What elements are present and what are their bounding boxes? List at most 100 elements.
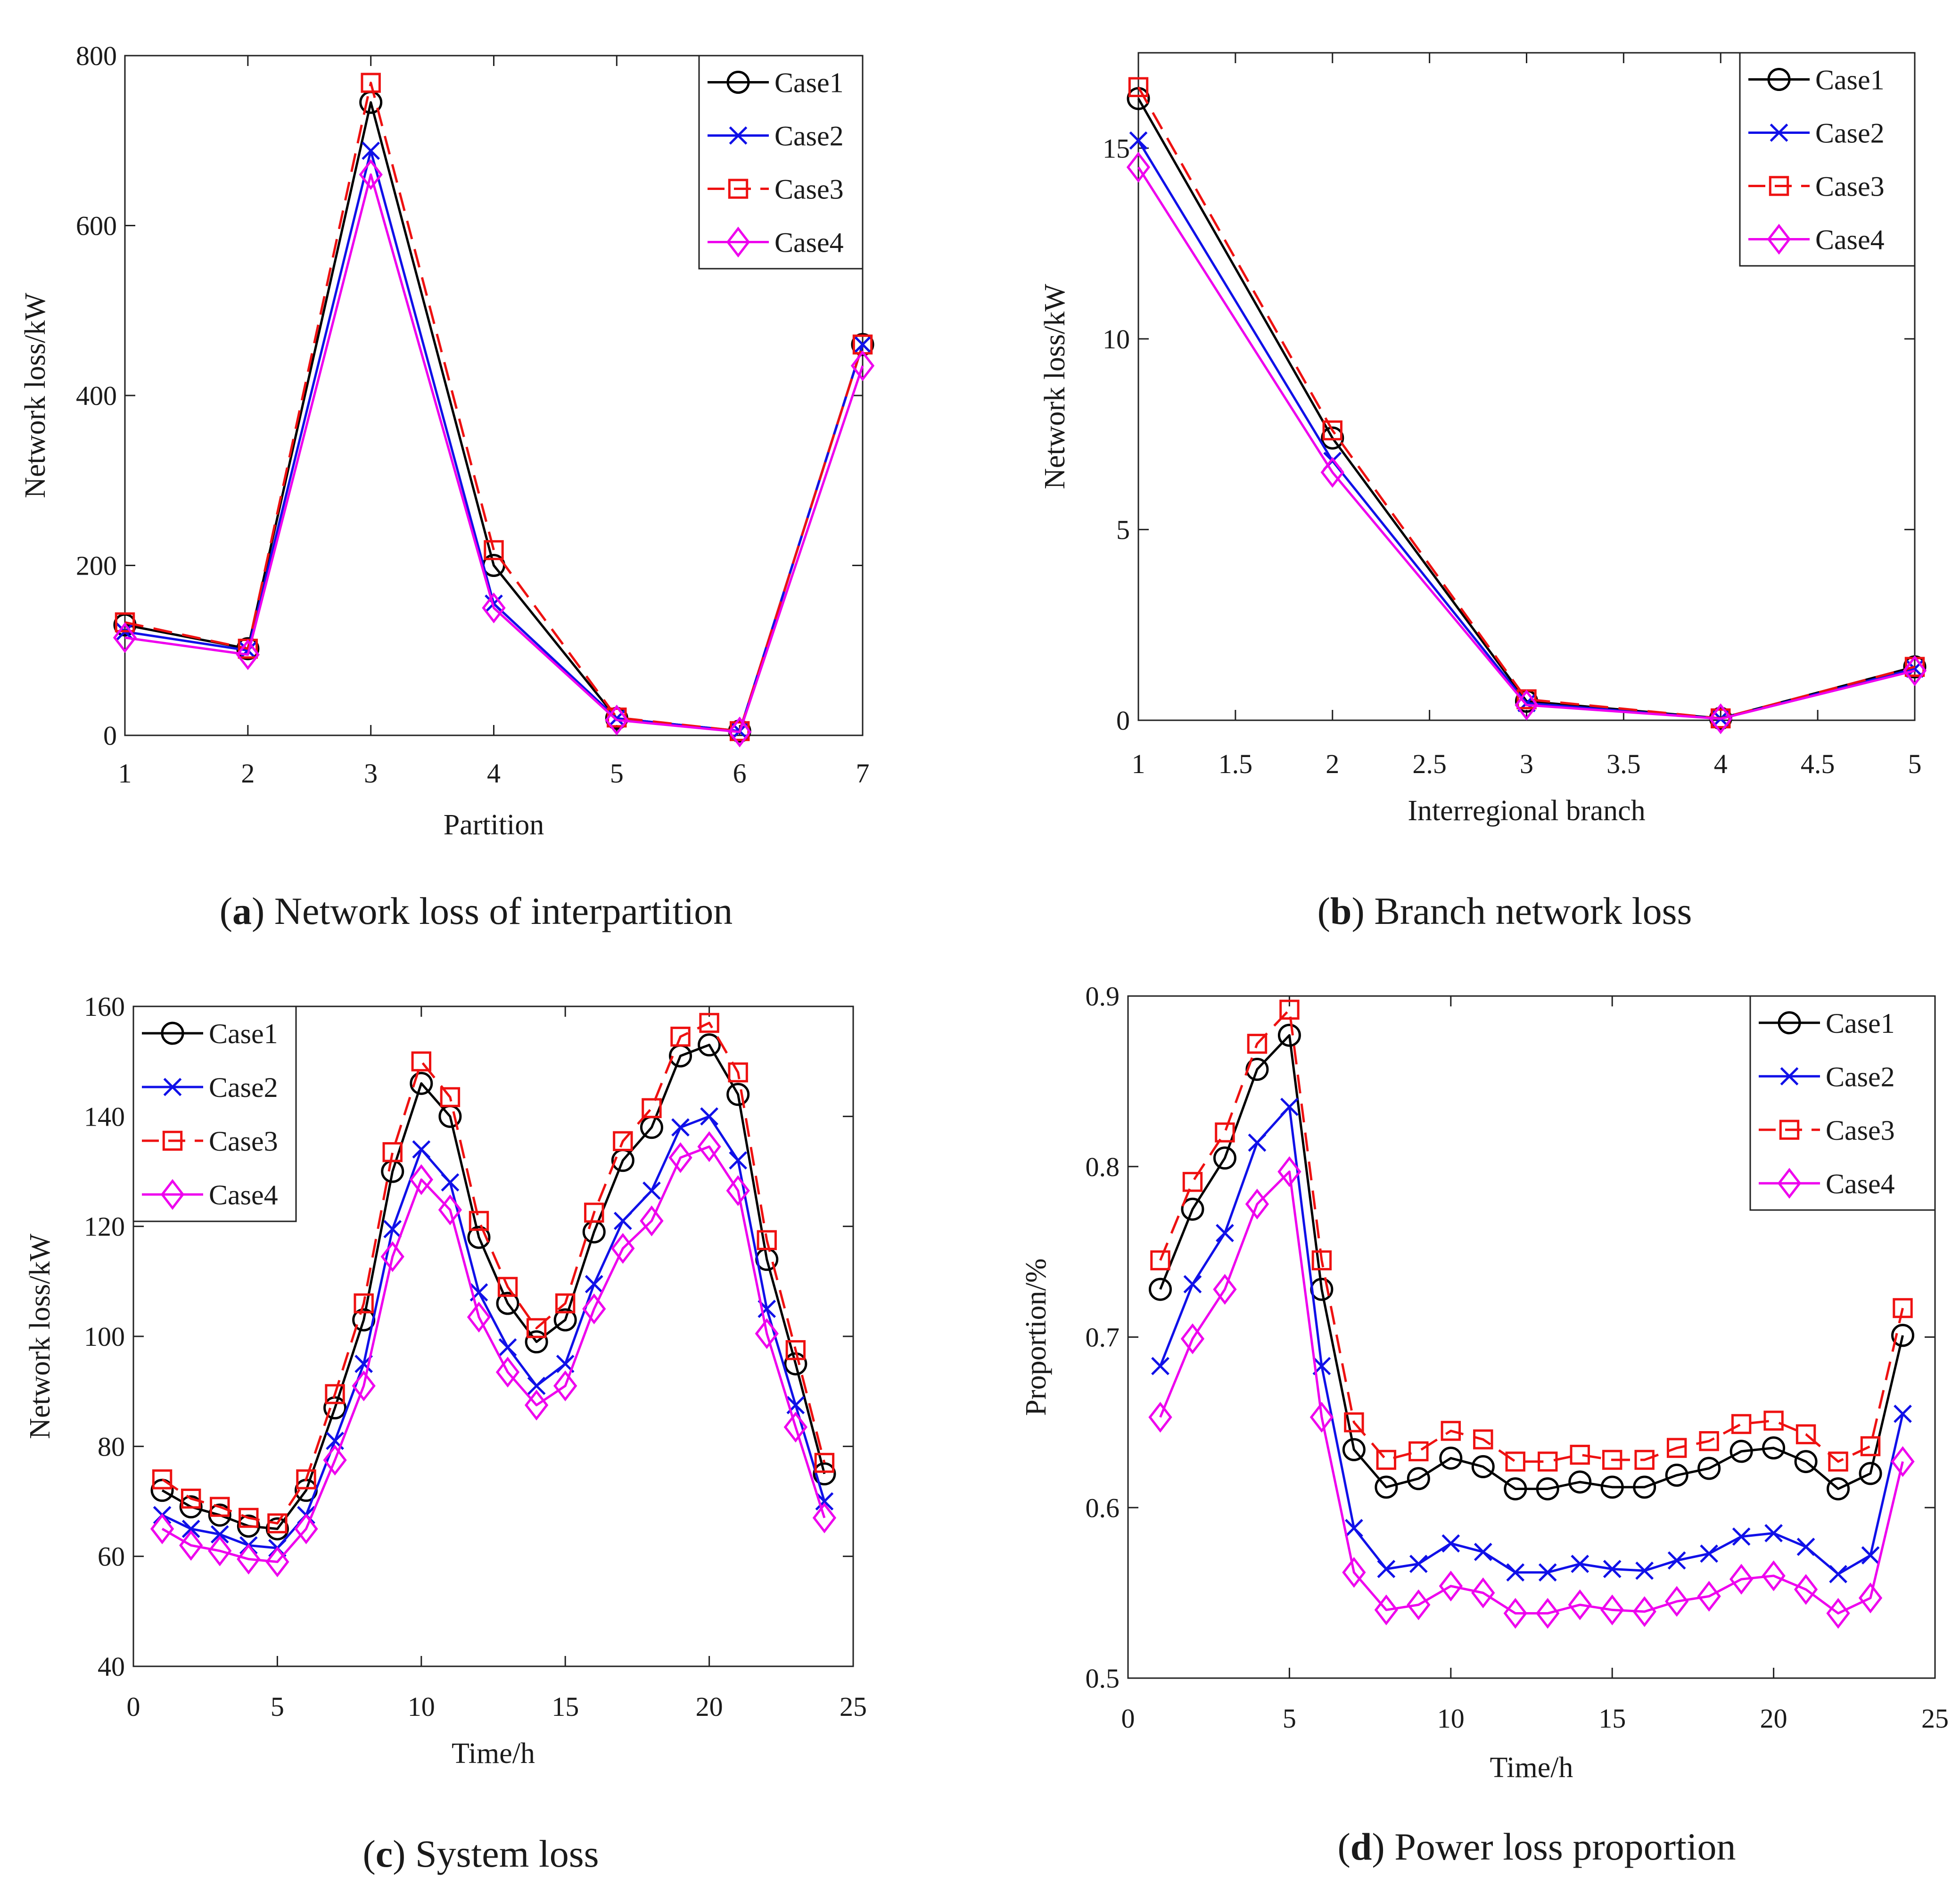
panel-c-case4-point [755, 1318, 779, 1349]
panel-d-legend-label: Case3 [1826, 1115, 1895, 1146]
panel-d-case4-point [1309, 1401, 1334, 1433]
panel-c-case3-point [757, 1230, 777, 1251]
panel-a-y-axis-label: Network loss/kW [19, 293, 51, 498]
panel-c-case4-point [208, 1535, 232, 1566]
panel-b-case4-line [1137, 166, 1915, 720]
panel-d-legend-label: Case1 [1826, 1008, 1895, 1039]
panel-a-y-tick-label: 200 [76, 551, 117, 581]
panel-d-case2-point [1474, 1542, 1492, 1561]
panel-d-x-tick-label: 0 [1121, 1703, 1135, 1734]
panel-c-legend: Case1 Case2 Case3 Case4 [132, 1005, 297, 1222]
panel-d-case2-point [1764, 1524, 1783, 1542]
panel-d-case2-point [1829, 1565, 1847, 1583]
panel-d-series-case1 [1148, 1023, 1915, 1500]
panel-a-case4-point [850, 350, 875, 381]
panel-d-case3-line [1159, 1008, 1904, 1463]
panel-d-legend-marker-case4 [1777, 1168, 1802, 1199]
panel-d-case1-point [1859, 1462, 1882, 1485]
panel-c-case3-point [670, 1026, 691, 1047]
panel-b-legend-label: Case2 [1815, 118, 1885, 149]
panel-c-case3-point [267, 1513, 288, 1533]
panel-b-case4-point [1515, 689, 1539, 721]
panel-c-case3-point [613, 1131, 633, 1152]
panel-d-case2-point [1635, 1561, 1654, 1580]
panel-c-case3-point [814, 1453, 835, 1473]
panel-a-series-case4 [113, 159, 875, 748]
panel-c-case3-point [497, 1277, 518, 1297]
panel-d-case3-point [1247, 1034, 1268, 1054]
panel-c-x-tick-label: 25 [840, 1691, 867, 1722]
panel-d-case1-point [1827, 1477, 1850, 1500]
panel-d-case2-point [1409, 1555, 1428, 1573]
panel-c-case3-point [296, 1469, 316, 1490]
panel-d-series-case4 [1148, 1156, 1915, 1629]
panel-c-y-tick-label: 120 [84, 1211, 125, 1242]
panel-c-case2-point [700, 1107, 718, 1126]
panel-d-case4-point [1407, 1589, 1431, 1621]
panel-b-legend-marker-case1 [1767, 68, 1791, 91]
panel-d-case1-line [1159, 1034, 1904, 1490]
panel-d-case3-point [1538, 1451, 1558, 1472]
panel-c-case2-point [642, 1181, 661, 1200]
panel-d-case1-point [1277, 1023, 1301, 1047]
panel-d-legend-box [1749, 995, 1936, 1211]
panel-c-y-tick-label: 140 [84, 1101, 125, 1132]
panel-d-case3-point [1666, 1438, 1687, 1458]
panel-d-case3-point [1311, 1250, 1332, 1270]
panel-c-legend-marker-case1 [161, 1021, 184, 1045]
panel-c-case2-point [613, 1211, 632, 1230]
panel-b-legend-box [1739, 52, 1916, 267]
panel-c-x-tick-label: 5 [271, 1691, 284, 1722]
panel-b-legend-marker-case4 [1767, 223, 1791, 255]
panel-d-case2-point [1248, 1133, 1267, 1152]
panel-a-legend: Case1 Case2 Case3 Case4 [698, 55, 864, 270]
panel-d-case3-point [1828, 1451, 1848, 1472]
panel-d-x-tick-label: 25 [1921, 1703, 1949, 1734]
panel-c-case4-point [237, 1543, 261, 1575]
panel-d-case1-point [1439, 1446, 1463, 1470]
panel-d-case4-point [1858, 1582, 1883, 1614]
panel-a-case4-line [124, 173, 864, 733]
panel-a-legend-label: Case4 [774, 227, 844, 258]
panel-c-x-tick-label: 20 [696, 1691, 723, 1722]
panel-c-case1-point [208, 1503, 231, 1527]
panel-d-case1-point [1762, 1436, 1786, 1460]
panel-d-case4-point [1762, 1560, 1786, 1591]
caption-text: Branch network loss [1365, 889, 1692, 932]
panel-d-case3-point [1634, 1450, 1655, 1470]
panel-c-x-tick-label: 0 [127, 1691, 140, 1722]
panel-a-legend-marker-case4 [726, 226, 750, 258]
panel-c-caption: (c) System loss [362, 1832, 599, 1875]
panel-d-case4-point [1148, 1401, 1172, 1433]
panel-b-case3-point [1128, 77, 1149, 98]
panel-b-caption: (b) Branch network loss [1318, 889, 1692, 932]
panel-c-case1-point [237, 1515, 260, 1538]
panel-a-case2-point [853, 335, 872, 354]
panel-b-case4-point [1126, 152, 1151, 183]
panel-d-case1-point [1568, 1470, 1592, 1494]
panel-b-x-tick-label: 4.5 [1801, 749, 1835, 779]
panel-d-case1-point [1342, 1438, 1366, 1461]
panel-c-case3-point [785, 1340, 806, 1360]
panel-c-case3-point [210, 1497, 230, 1517]
panel-c-series-case4 [150, 1131, 837, 1578]
panel-c-x-tick-label: 10 [408, 1691, 435, 1722]
panel-d-case2-point [1667, 1551, 1686, 1570]
panel-d-legend-marker-case1 [1778, 1011, 1801, 1035]
panel-d-legend-marker-case2 [1780, 1067, 1799, 1086]
panel-c-case4-point [668, 1142, 692, 1173]
caption-letter: c [376, 1832, 393, 1875]
panel-d-y-tick-label: 0.6 [1086, 1492, 1120, 1523]
panel-d-case3-point [1344, 1412, 1364, 1433]
panel-c-case1-point [698, 1033, 721, 1057]
panel-c-legend-label: Case1 [209, 1018, 278, 1049]
panel-d-case2-point [1506, 1563, 1525, 1582]
panel-c-case3-point [382, 1142, 403, 1162]
panel-c-case4-point [294, 1513, 318, 1545]
panel-d-case4-point [1471, 1577, 1495, 1608]
panel-a-x-tick-label: 1 [118, 758, 132, 789]
caption-text: Power loss proportion [1385, 1825, 1736, 1868]
panel-c-case4-point [640, 1205, 664, 1236]
panel-c-y-axis-label: Network loss/kW [24, 1234, 56, 1439]
caption-letter: b [1330, 889, 1352, 932]
